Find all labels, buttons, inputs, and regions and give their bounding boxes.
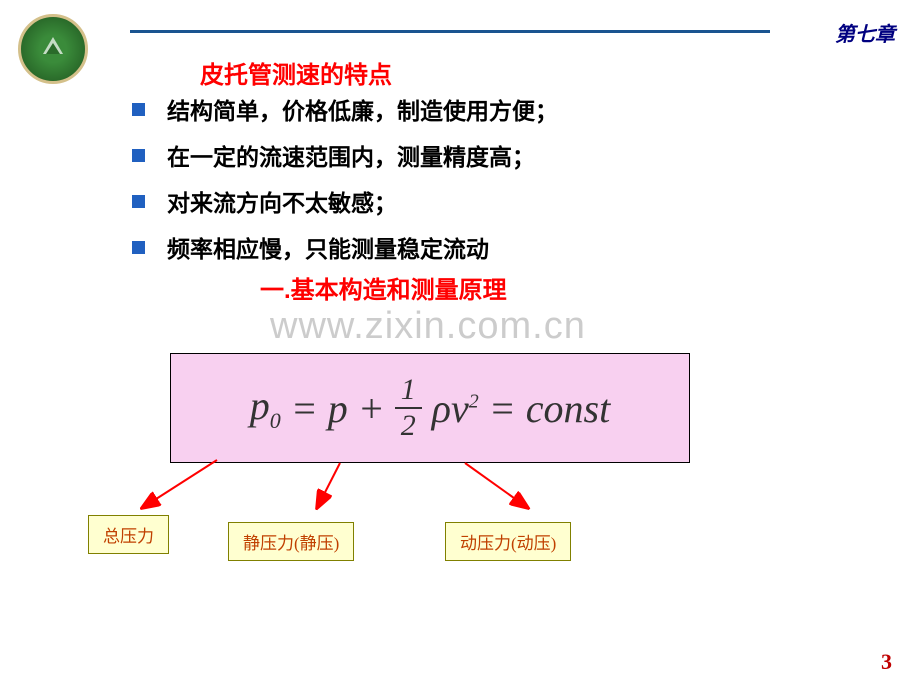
label-static-pressure: 静压力(静压) — [228, 522, 354, 561]
bullet-text: 频率相应慢，只能测量稳定流动 — [167, 230, 489, 264]
label-dynamic-pressure: 动压力(动压) — [445, 522, 571, 561]
bullet-icon — [132, 241, 145, 254]
list-item: 在一定的流速范围内，测量精度高； — [132, 138, 558, 172]
formula-plus: + — [358, 385, 385, 432]
formula-const: const — [526, 385, 610, 432]
section-title: 一.基本构造和测量原理 — [260, 270, 507, 305]
formula-box: p0 = p + 1 2 ρv2 = const — [170, 353, 690, 463]
bullet-text: 结构简单，价格低廉，制造使用方便； — [167, 92, 558, 126]
formula-fraction: 1 2 — [395, 375, 422, 441]
bullet-text: 对来流方向不太敏感； — [167, 184, 397, 218]
formula-sup2: 2 — [469, 390, 479, 412]
formula-sub0: 0 — [270, 408, 281, 433]
list-item: 频率相应慢，只能测量稳定流动 — [132, 230, 558, 264]
formula-p: p — [328, 385, 348, 432]
bernoulli-formula: p0 = p + 1 2 ρv2 = const — [250, 375, 610, 441]
fraction-numerator: 1 — [395, 375, 422, 409]
bullet-text: 在一定的流速范围内，测量精度高； — [167, 138, 535, 172]
slide-title: 皮托管测速的特点 — [200, 55, 392, 90]
bullet-list: 结构简单，价格低廉，制造使用方便； 在一定的流速范围内，测量精度高； 对来流方向… — [132, 92, 558, 276]
university-logo — [18, 14, 88, 84]
chapter-label: 第七章 — [835, 18, 895, 47]
bullet-icon — [132, 103, 145, 116]
formula-p0: p — [250, 383, 270, 428]
page-number: 3 — [881, 649, 892, 675]
label-total-pressure: 总压力 — [88, 515, 169, 554]
formula-eq2: = — [489, 385, 516, 432]
formula-v: v — [451, 386, 469, 431]
bullet-icon — [132, 195, 145, 208]
formula-eq1: = — [291, 385, 318, 432]
fraction-denominator: 2 — [401, 409, 416, 441]
formula-rho: ρ — [432, 386, 451, 431]
list-item: 对来流方向不太敏感； — [132, 184, 558, 218]
list-item: 结构简单，价格低廉，制造使用方便； — [132, 92, 558, 126]
bullet-icon — [132, 149, 145, 162]
watermark: www.zixin.com.cn — [270, 305, 586, 348]
header-divider — [130, 30, 770, 33]
